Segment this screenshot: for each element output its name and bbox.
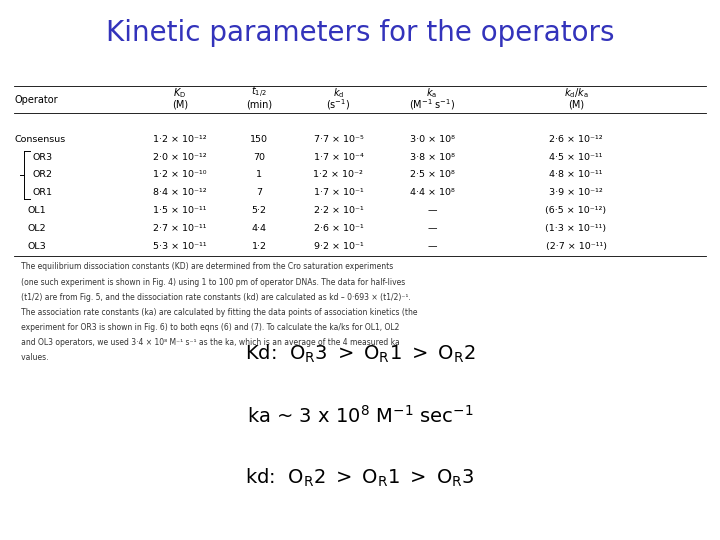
Text: 150: 150 bbox=[251, 135, 268, 144]
Text: (2·7 × 10⁻¹¹): (2·7 × 10⁻¹¹) bbox=[546, 242, 606, 251]
Text: 5·2: 5·2 bbox=[252, 206, 266, 215]
Text: (M$^{-1}$ s$^{-1}$): (M$^{-1}$ s$^{-1}$) bbox=[409, 97, 455, 112]
Text: OR2: OR2 bbox=[32, 171, 53, 179]
Text: 8·4 × 10⁻¹²: 8·4 × 10⁻¹² bbox=[153, 188, 207, 197]
Text: Consensus: Consensus bbox=[14, 135, 66, 144]
Text: 2·7 × 10⁻¹¹: 2·7 × 10⁻¹¹ bbox=[153, 224, 207, 233]
Text: 4·8 × 10⁻¹¹: 4·8 × 10⁻¹¹ bbox=[549, 171, 603, 179]
Text: 7: 7 bbox=[256, 188, 262, 197]
Text: 5·3 × 10⁻¹¹: 5·3 × 10⁻¹¹ bbox=[153, 242, 207, 251]
Text: (s$^{-1}$): (s$^{-1}$) bbox=[326, 97, 351, 112]
Text: 70: 70 bbox=[253, 153, 265, 161]
Text: —: — bbox=[427, 206, 437, 215]
Text: Kinetic parameters for the operators: Kinetic parameters for the operators bbox=[106, 19, 614, 47]
Text: 1·2: 1·2 bbox=[252, 242, 266, 251]
Text: OL2: OL2 bbox=[27, 224, 46, 233]
Text: and OL3 operators, we used 3·4 × 10⁸ M⁻¹ s⁻¹ as the ka, which is an average of t: and OL3 operators, we used 3·4 × 10⁸ M⁻¹… bbox=[14, 338, 400, 347]
Text: 1·2 × 10⁻²: 1·2 × 10⁻² bbox=[313, 171, 364, 179]
Text: 2·0 × 10⁻¹²: 2·0 × 10⁻¹² bbox=[153, 153, 207, 161]
Text: —: — bbox=[427, 224, 437, 233]
Text: (t1/2) are from Fig. 5, and the dissociation rate constants (kd) are calculated : (t1/2) are from Fig. 5, and the dissocia… bbox=[14, 293, 411, 302]
Text: 7·7 × 10⁻⁵: 7·7 × 10⁻⁵ bbox=[313, 135, 364, 144]
Text: ka ~ 3 x 10$^8$ M$^{-1}$ sec$^{-1}$: ka ~ 3 x 10$^8$ M$^{-1}$ sec$^{-1}$ bbox=[247, 405, 473, 427]
Text: 1·2 × 10⁻¹²: 1·2 × 10⁻¹² bbox=[153, 135, 207, 144]
Text: Operator: Operator bbox=[14, 95, 58, 105]
Text: OL3: OL3 bbox=[27, 242, 46, 251]
Text: $t_{1/2}$: $t_{1/2}$ bbox=[251, 85, 267, 100]
Text: $k_{\rm d}$: $k_{\rm d}$ bbox=[333, 86, 344, 100]
Text: 3·9 × 10⁻¹²: 3·9 × 10⁻¹² bbox=[549, 188, 603, 197]
Text: (min): (min) bbox=[246, 99, 272, 109]
Text: (M): (M) bbox=[172, 99, 188, 109]
Text: 3·0 × 10⁸: 3·0 × 10⁸ bbox=[410, 135, 454, 144]
Text: 4·5 × 10⁻¹¹: 4·5 × 10⁻¹¹ bbox=[549, 153, 603, 161]
Text: (M): (M) bbox=[568, 99, 584, 109]
Text: OR3: OR3 bbox=[32, 153, 53, 161]
Text: 1·7 × 10⁻⁴: 1·7 × 10⁻⁴ bbox=[313, 153, 364, 161]
Text: 2·6 × 10⁻¹²: 2·6 × 10⁻¹² bbox=[549, 135, 603, 144]
Text: kd:  $\mathsf{O_R}$2 $>$ $\mathsf{O_R}$1 $>$ $\mathsf{O_R}$3: kd: $\mathsf{O_R}$2 $>$ $\mathsf{O_R}$1 … bbox=[245, 467, 475, 489]
Text: 1·7 × 10⁻¹: 1·7 × 10⁻¹ bbox=[313, 188, 364, 197]
Text: 1·5 × 10⁻¹¹: 1·5 × 10⁻¹¹ bbox=[153, 206, 207, 215]
Text: (6·5 × 10⁻¹²): (6·5 × 10⁻¹²) bbox=[546, 206, 606, 215]
Text: (one such experiment is shown in Fig. 4) using 1 to 100 pm of operator DNAs. The: (one such experiment is shown in Fig. 4)… bbox=[14, 278, 405, 287]
Text: experiment for OR3 is shown in Fig. 6) to both eqns (6) and (7). To calculate th: experiment for OR3 is shown in Fig. 6) t… bbox=[14, 323, 400, 332]
Text: —: — bbox=[427, 242, 437, 251]
Text: 1·2 × 10⁻¹⁰: 1·2 × 10⁻¹⁰ bbox=[153, 171, 207, 179]
Text: (1·3 × 10⁻¹¹): (1·3 × 10⁻¹¹) bbox=[546, 224, 606, 233]
Text: 4·4: 4·4 bbox=[252, 224, 266, 233]
Text: Kd:  $\mathsf{O_R}$3 $>$ $\mathsf{O_R}$1 $>$ $\mathsf{O_R}$2: Kd: $\mathsf{O_R}$3 $>$ $\mathsf{O_R}$1 … bbox=[245, 342, 475, 365]
Text: $K_{\rm D}$: $K_{\rm D}$ bbox=[174, 86, 186, 100]
Text: 1: 1 bbox=[256, 171, 262, 179]
Text: 2·6 × 10⁻¹: 2·6 × 10⁻¹ bbox=[313, 224, 364, 233]
Text: $k_{\rm d}/k_{\rm a}$: $k_{\rm d}/k_{\rm a}$ bbox=[564, 86, 588, 100]
Text: The association rate constants (ka) are calculated by fitting the data points of: The association rate constants (ka) are … bbox=[14, 308, 418, 317]
Text: 9·2 × 10⁻¹: 9·2 × 10⁻¹ bbox=[313, 242, 364, 251]
Text: $k_{\rm a}$: $k_{\rm a}$ bbox=[426, 86, 438, 100]
Text: The equilibrium dissociation constants (KD) are determined from the Cro saturati: The equilibrium dissociation constants (… bbox=[14, 262, 394, 272]
Text: OR1: OR1 bbox=[32, 188, 53, 197]
Text: values.: values. bbox=[14, 353, 49, 362]
Text: 4·4 × 10⁸: 4·4 × 10⁸ bbox=[410, 188, 454, 197]
Text: 3·8 × 10⁸: 3·8 × 10⁸ bbox=[410, 153, 454, 161]
Text: OL1: OL1 bbox=[27, 206, 46, 215]
Text: 2·5 × 10⁸: 2·5 × 10⁸ bbox=[410, 171, 454, 179]
Text: 2·2 × 10⁻¹: 2·2 × 10⁻¹ bbox=[313, 206, 364, 215]
